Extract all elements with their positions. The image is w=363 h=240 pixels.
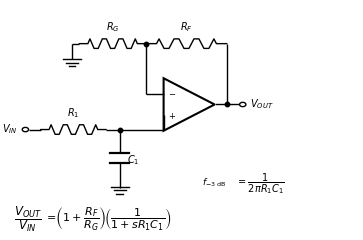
Text: $+$: $+$ [168,111,176,121]
Text: $C_1$: $C_1$ [127,154,140,168]
Text: $V_{OUT}$: $V_{OUT}$ [250,98,273,111]
Text: $= \dfrac{1}{2\pi R_1 C_1}$: $= \dfrac{1}{2\pi R_1 C_1}$ [236,171,285,196]
Text: $-$: $-$ [168,88,176,97]
Text: $V_{IN}$: $V_{IN}$ [2,123,18,137]
Text: $R_1$: $R_1$ [67,106,79,120]
Text: $\dfrac{V_{OUT}}{V_{IN}}$: $\dfrac{V_{OUT}}{V_{IN}}$ [14,204,42,234]
Text: $f_{-3\ \mathrm{dB}}$: $f_{-3\ \mathrm{dB}}$ [202,177,227,190]
Text: $= \!\left(1 + \dfrac{R_F}{R_G}\right)\!\left(\dfrac{1}{1 + sR_1C_1}\right)$: $= \!\left(1 + \dfrac{R_F}{R_G}\right)\!… [44,205,172,233]
Text: $R_F$: $R_F$ [180,20,193,34]
Text: $R_G$: $R_G$ [106,20,119,34]
